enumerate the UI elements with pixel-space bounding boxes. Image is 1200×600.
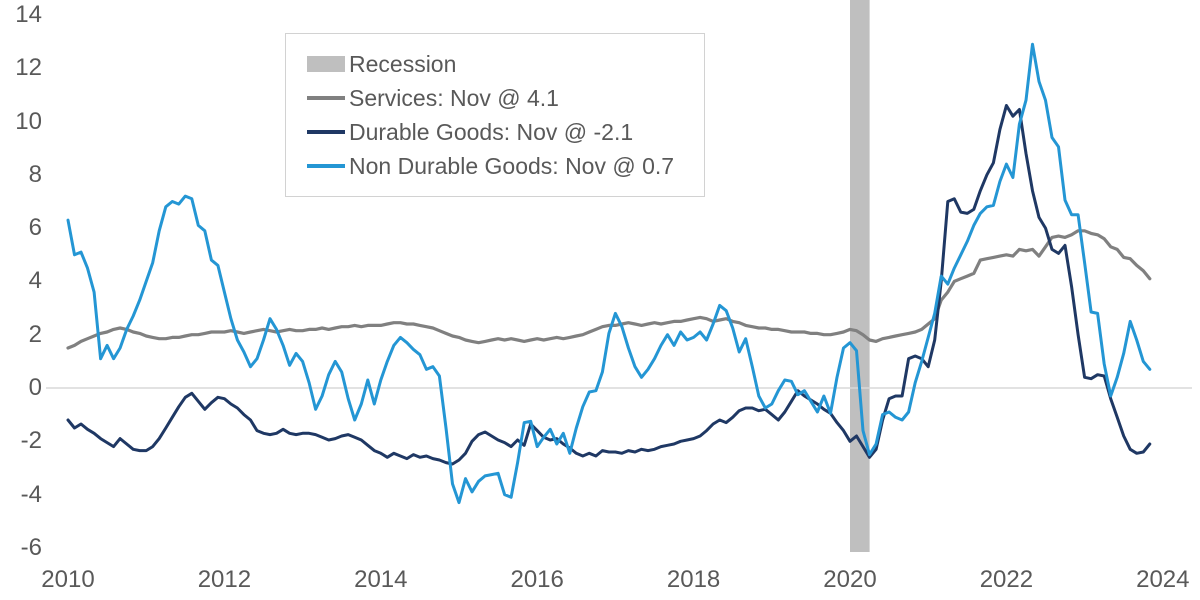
y-tick-label: -6 (20, 533, 42, 561)
legend-item-non-durable-goods: Non Durable Goods: Nov @ 0.7 (307, 149, 704, 183)
non-durable-goods-line (66, 42, 1152, 505)
legend-label-services: Services: Nov @ 4.1 (349, 84, 559, 111)
x-tick-label: 2018 (666, 566, 721, 593)
y-tick-label: 14 (15, 0, 42, 28)
y-tick-label: 10 (15, 107, 42, 135)
recession-swatch (307, 56, 345, 72)
durable-goods-line-swatch (307, 130, 345, 134)
y-tick-label: 4 (28, 267, 42, 295)
legend-item-recession: Recession (307, 47, 704, 81)
x-tick-label: 2022 (979, 566, 1034, 593)
legend-label-durable-goods: Durable Goods: Nov @ -2.1 (349, 118, 634, 145)
recession-band (850, 0, 870, 552)
services-line (66, 229, 1152, 350)
x-tick-label: 2024 (1136, 566, 1190, 593)
y-tick-label: -2 (20, 427, 42, 455)
y-tick-label: -4 (20, 480, 42, 508)
y-tick-label: 2 (28, 320, 42, 348)
y-tick-label: 8 (28, 160, 42, 188)
x-tick-label: 2016 (510, 566, 564, 593)
services-line-swatch (307, 96, 345, 100)
x-tick-label: 2014 (354, 566, 408, 593)
x-tick-label: 2010 (41, 566, 95, 593)
y-tick-label: 6 (28, 214, 42, 242)
legend-label-non-durable-goods: Non Durable Goods: Nov @ 0.7 (349, 152, 675, 179)
x-tick-label: 2020 (823, 566, 877, 593)
y-tick-label: 0 (28, 374, 42, 401)
x-tick-label: 2012 (197, 566, 252, 593)
non-durable-goods-line-swatch (307, 164, 345, 168)
y-tick-label: 12 (15, 54, 42, 82)
durable-goods-line (66, 104, 1152, 466)
legend-item-durable-goods: Durable Goods: Nov @ -2.1 (307, 115, 704, 149)
chart-legend: Recession Services: Nov @ 4.1 Durable Go… (285, 33, 705, 197)
legend-item-services: Services: Nov @ 4.1 (307, 81, 704, 115)
legend-label-recession: Recession (349, 50, 457, 77)
